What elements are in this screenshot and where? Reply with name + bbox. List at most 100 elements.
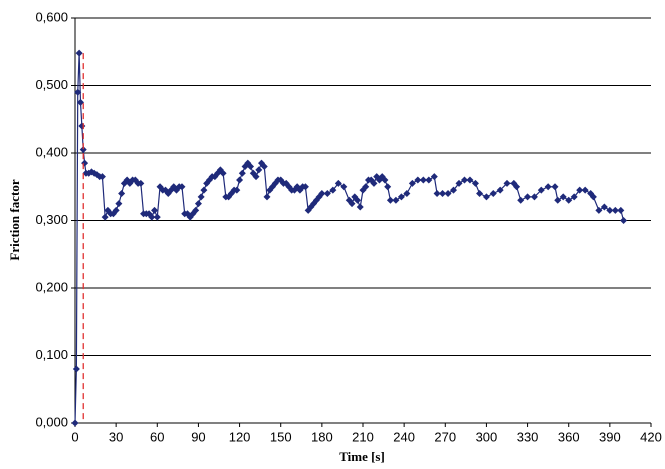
data-point xyxy=(617,206,625,214)
x-axis-title: Time [s] xyxy=(339,449,385,464)
data-point xyxy=(362,183,370,191)
data-point xyxy=(76,98,84,106)
data-point xyxy=(200,186,208,194)
data-point xyxy=(101,213,109,221)
y-tick-label: 0,000 xyxy=(35,414,68,429)
data-point xyxy=(537,186,545,194)
data-point xyxy=(414,176,422,184)
y-tick-label: 0,600 xyxy=(35,9,68,24)
data-point xyxy=(148,213,156,221)
data-point xyxy=(576,186,584,194)
data-point xyxy=(433,190,441,197)
data-point xyxy=(74,88,82,96)
data-point xyxy=(153,213,161,221)
data-point xyxy=(595,206,603,214)
data-point xyxy=(318,190,326,197)
data-point xyxy=(151,206,159,214)
data-point xyxy=(392,196,400,204)
x-tick-label: 120 xyxy=(229,429,251,444)
data-point xyxy=(255,166,263,174)
data-point xyxy=(444,190,452,197)
data-point xyxy=(75,49,83,57)
x-tick-label: 240 xyxy=(393,429,415,444)
x-tick-label: 150 xyxy=(270,429,292,444)
data-point xyxy=(118,190,126,197)
x-tick-label: 420 xyxy=(640,429,662,444)
data-point xyxy=(329,186,337,194)
data-point xyxy=(482,193,490,201)
y-tick-label: 0,100 xyxy=(35,347,68,362)
data-point xyxy=(450,186,458,194)
data-point xyxy=(611,206,619,214)
data-point xyxy=(565,196,573,204)
data-point xyxy=(79,146,87,154)
data-point xyxy=(194,200,202,208)
data-point xyxy=(439,190,447,197)
data-point xyxy=(476,190,484,197)
data-point xyxy=(197,193,205,201)
data-point xyxy=(348,200,356,208)
y-axis-title: Friction factor xyxy=(7,179,22,260)
data-point xyxy=(530,193,538,201)
data-point xyxy=(489,190,497,197)
data-point xyxy=(513,183,521,191)
data-point xyxy=(219,169,227,177)
data-point xyxy=(301,183,309,191)
data-point xyxy=(554,196,562,204)
x-tick-label: 210 xyxy=(352,429,374,444)
data-point xyxy=(397,193,405,201)
y-tick-label: 0,300 xyxy=(35,212,68,227)
y-tick-label: 0,400 xyxy=(35,144,68,159)
data-point xyxy=(408,179,416,187)
data-point xyxy=(600,203,608,211)
x-tick-label: 30 xyxy=(109,429,123,444)
data-point xyxy=(238,169,246,177)
data-point xyxy=(589,193,597,201)
data-point xyxy=(370,179,378,187)
data-point xyxy=(496,186,504,194)
x-tick-label: 330 xyxy=(517,429,539,444)
data-point xyxy=(551,183,559,191)
data-point xyxy=(524,193,532,201)
data-point xyxy=(581,186,589,194)
data-point xyxy=(252,173,260,181)
y-tick-label: 0,500 xyxy=(35,77,68,92)
data-point xyxy=(559,193,567,201)
data-point xyxy=(263,193,271,201)
data-point xyxy=(403,190,411,197)
data-point xyxy=(112,206,120,214)
data-point xyxy=(455,179,463,187)
data-point xyxy=(381,176,389,184)
data-point xyxy=(192,206,200,214)
y-tick-label: 0,200 xyxy=(35,279,68,294)
data-point xyxy=(356,203,364,211)
x-tick-label: 180 xyxy=(311,429,333,444)
x-tick-label: 60 xyxy=(150,429,164,444)
data-point xyxy=(323,190,331,197)
data-point xyxy=(115,200,123,208)
data-point xyxy=(72,365,80,373)
data-point xyxy=(81,159,89,167)
data-point xyxy=(466,176,474,184)
data-point xyxy=(334,179,342,187)
data-point xyxy=(517,196,525,204)
data-point xyxy=(386,196,394,204)
x-tick-label: 0 xyxy=(71,429,78,444)
data-point xyxy=(354,196,362,204)
data-point xyxy=(606,206,614,214)
data-point xyxy=(78,122,86,130)
data-point xyxy=(503,179,511,187)
data-point xyxy=(236,176,244,184)
data-point xyxy=(71,419,79,427)
data-point xyxy=(471,179,479,187)
data-point xyxy=(178,183,186,191)
x-tick-label: 270 xyxy=(434,429,456,444)
data-point xyxy=(570,193,578,201)
data-point xyxy=(247,163,255,170)
data-point xyxy=(260,163,268,170)
data-point xyxy=(544,183,552,191)
x-tick-label: 300 xyxy=(476,429,498,444)
data-point xyxy=(460,176,468,184)
x-tick-label: 390 xyxy=(599,429,621,444)
